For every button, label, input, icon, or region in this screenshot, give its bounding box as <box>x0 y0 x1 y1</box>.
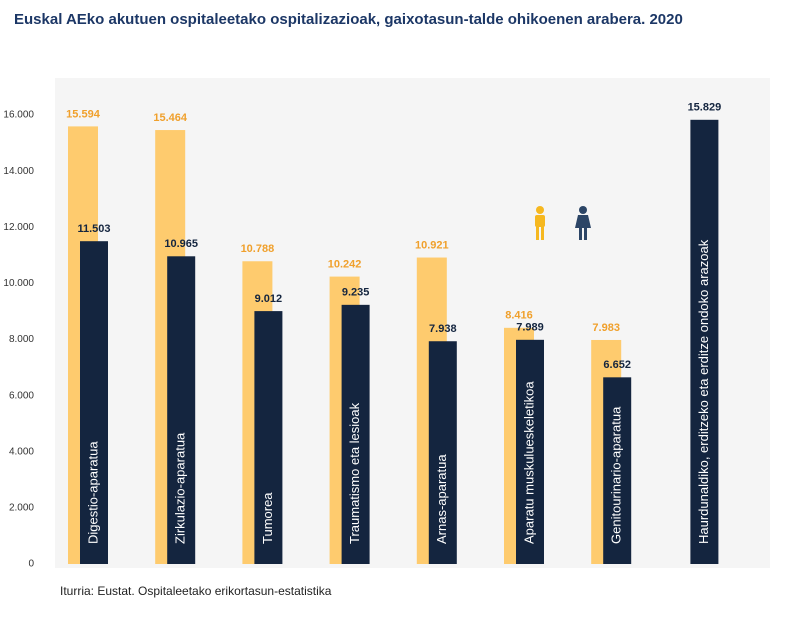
y-tick-label: 4.000 <box>9 446 34 457</box>
legend-icon-navy <box>575 206 591 240</box>
category-label: Tumorea <box>260 492 275 544</box>
value-label: 10.788 <box>241 243 275 255</box>
y-tick-label: 14.000 <box>3 166 34 177</box>
y-tick-label: 16.000 <box>3 110 34 121</box>
y-tick-label: 6.000 <box>9 390 34 401</box>
y-tick-label: 0 <box>28 559 34 570</box>
category-label: Aparatu muskulueskeletikoa <box>521 381 536 544</box>
category-label: Digestio-aparatua <box>85 441 100 544</box>
value-label: 10.921 <box>415 239 449 251</box>
value-label: 11.503 <box>77 223 110 235</box>
y-tick-label: 8.000 <box>9 334 34 345</box>
value-label: 9.235 <box>342 287 370 299</box>
category-label: Arnas-aparatua <box>434 454 449 544</box>
value-label: 15.594 <box>66 108 101 120</box>
chart-title: Euskal AEko akutuen ospitaleetako ospita… <box>14 11 683 28</box>
value-label: 7.989 <box>516 322 544 334</box>
category-label: Genitourinario-aparatua <box>609 406 624 544</box>
value-label: 15.829 <box>688 102 722 114</box>
value-label: 6.652 <box>603 359 631 371</box>
bar <box>603 377 632 564</box>
value-label: 15.464 <box>153 112 188 124</box>
bar <box>690 119 719 564</box>
y-tick-label: 12.000 <box>3 222 34 233</box>
value-label: 9.012 <box>255 293 283 305</box>
value-label: 8.416 <box>505 310 533 322</box>
category-label: Zirkulazio-aparatua <box>173 432 188 544</box>
bar <box>254 311 283 564</box>
category-label: Traumatismo eta lesioak <box>347 402 362 544</box>
bar <box>80 241 108 564</box>
category-label: Haurdunaldiko, erditzeko eta erditze ond… <box>696 239 711 544</box>
bar <box>516 339 544 564</box>
legend-icon-orange <box>535 206 545 240</box>
y-tick-label: 10.000 <box>3 278 34 289</box>
y-tick-label: 2.000 <box>9 503 34 514</box>
value-label: 10.965 <box>164 238 198 250</box>
value-label: 7.938 <box>429 323 457 335</box>
bar <box>167 256 196 564</box>
value-label: 7.983 <box>592 322 620 334</box>
bar <box>341 304 370 564</box>
source: Iturria: Eustat. Ospitaleetako erikortas… <box>60 584 332 598</box>
bar <box>428 341 457 564</box>
value-label: 10.242 <box>328 258 362 270</box>
